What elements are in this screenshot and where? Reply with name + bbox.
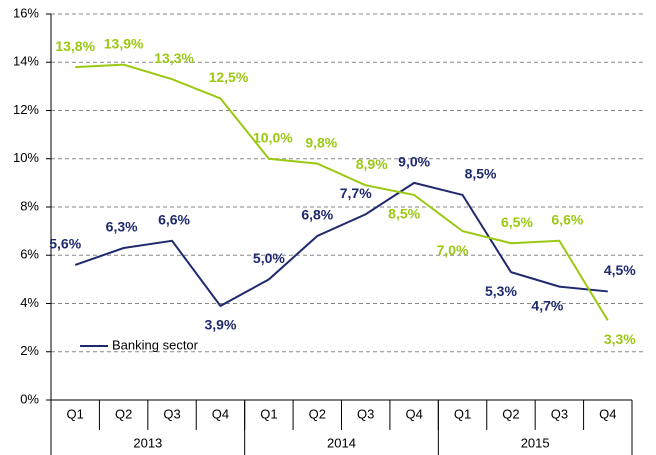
data-label: 8,5% [465, 166, 497, 182]
x-tick-label: Q4 [405, 406, 422, 421]
x-tick-label: Q1 [454, 406, 471, 421]
data-label: 10,0% [253, 129, 293, 145]
data-label: 12,5% [209, 69, 249, 85]
group-label: 2015 [521, 435, 550, 450]
x-tick-label: Q4 [599, 406, 616, 421]
data-label: 3,3% [604, 331, 636, 347]
y-tick-label: 6% [20, 247, 39, 262]
data-label: 13,8% [55, 38, 95, 54]
series-line [74, 181, 608, 308]
y-tick-label: 4% [20, 295, 39, 310]
y-tick-label: 14% [13, 54, 39, 69]
y-tick-label: 12% [13, 102, 39, 117]
data-label: 13,3% [154, 50, 194, 66]
data-label: 9,0% [398, 154, 430, 170]
legend-label: Banking sector [112, 337, 199, 352]
data-label: 7,7% [340, 185, 372, 201]
data-label: 13,9% [104, 35, 144, 51]
data-label: 4,5% [604, 262, 636, 278]
data-label: 6,3% [106, 219, 138, 235]
data-label: 3,9% [204, 317, 236, 333]
x-tick-label: Q1 [67, 406, 84, 421]
data-label: 5,3% [485, 283, 517, 299]
data-label: 6,8% [301, 207, 333, 223]
data-label: 6,6% [158, 211, 190, 227]
data-label: 7,0% [437, 242, 469, 258]
x-tick-label: Q2 [309, 406, 326, 421]
x-tick-label: Q3 [357, 406, 374, 421]
data-label: 8,5% [388, 206, 420, 222]
data-label: 6,6% [551, 211, 583, 227]
data-label: 5,0% [253, 250, 285, 266]
series-line [75, 63, 609, 321]
data-label: 9,8% [305, 134, 337, 150]
x-tick-label: Q3 [163, 406, 180, 421]
y-tick-label: 16% [13, 5, 39, 20]
y-tick-label: 0% [20, 391, 39, 406]
y-tick-label: 2% [20, 343, 39, 358]
y-tick-label: 10% [13, 150, 39, 165]
x-tick-label: Q2 [502, 406, 519, 421]
data-label: 6,5% [501, 214, 533, 230]
group-label: 2014 [327, 435, 356, 450]
data-label: 4,7% [531, 297, 563, 313]
x-tick-label: Q1 [260, 406, 277, 421]
x-tick-label: Q3 [551, 406, 568, 421]
data-label: 8,9% [356, 156, 388, 172]
data-label: 5,6% [49, 236, 81, 252]
y-tick-label: 8% [20, 198, 39, 213]
x-tick-label: Q4 [212, 406, 229, 421]
x-tick-label: Q2 [115, 406, 132, 421]
group-label: 2013 [133, 435, 162, 450]
